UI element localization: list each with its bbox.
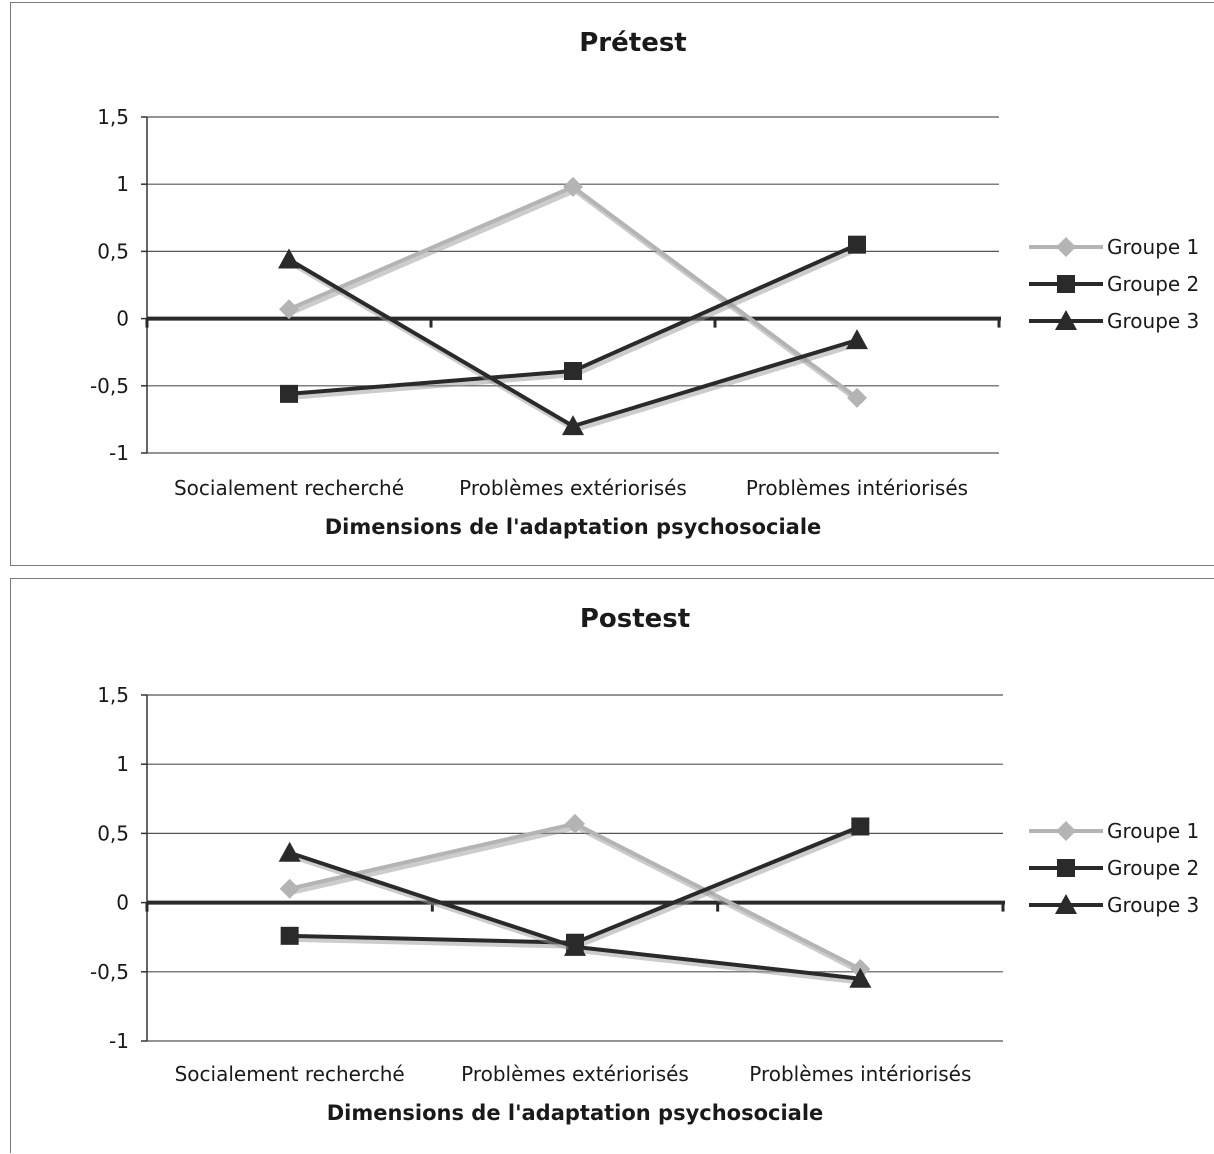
data-point [849, 967, 872, 988]
legend-label: Groupe 3 [1107, 309, 1199, 333]
legend-marker [1057, 275, 1075, 293]
category-label: Problèmes intériorisés [749, 1062, 971, 1086]
data-point [279, 299, 299, 320]
y-tick-label: 0,5 [97, 239, 129, 263]
legend-marker [1056, 821, 1076, 841]
data-point [848, 235, 866, 254]
y-tick-label: 0 [116, 307, 129, 331]
series-3 [278, 841, 872, 988]
category-label: Problèmes extériorisés [459, 476, 687, 500]
legend-item: Groupe 2 [1029, 856, 1199, 880]
legend-label: Groupe 1 [1107, 235, 1199, 259]
data-point [846, 329, 868, 350]
legend-item: Groupe 3 [1029, 309, 1199, 333]
legend-marker [1056, 237, 1076, 257]
legend-label: Groupe 2 [1107, 856, 1199, 880]
legend-label: Groupe 2 [1107, 272, 1199, 296]
data-point [851, 817, 870, 836]
y-tick-label: 1,5 [97, 105, 129, 129]
y-tick-label: -1 [109, 441, 129, 465]
data-point [278, 248, 300, 269]
line-chart-1: Postest 1,5 1 0,5 0 -0,5 -1 Socialement recherc… [90, 604, 1199, 1125]
y-tick-label: 1 [116, 752, 129, 776]
chart-title: Postest [580, 604, 690, 634]
legend-item: Groupe 1 [1029, 819, 1199, 843]
x-axis-title: Dimensions de l'adaptation psychosociale [327, 1101, 824, 1125]
category-label: Problèmes intériorisés [746, 476, 968, 500]
data-point [279, 878, 300, 899]
series-3 [278, 248, 868, 436]
series-1 [279, 176, 867, 408]
legend-label: Groupe 3 [1107, 893, 1199, 917]
legend-marker [1057, 859, 1075, 877]
chart-panel-pretest: Prétest 1,5 1 0,5 0 -0,5 -1 Socialement recherc… [10, 2, 1214, 566]
data-point [564, 935, 586, 956]
legend-marker [1055, 894, 1077, 914]
category-label: Socialement recherché [175, 1062, 405, 1086]
data-point [847, 387, 867, 408]
legend-item: Groupe 1 [1029, 235, 1199, 259]
data-point [280, 384, 298, 403]
category-label: Socialement recherché [174, 476, 404, 500]
y-tick-label: 1,5 [97, 683, 129, 707]
y-tick-label: -1 [109, 1029, 129, 1053]
legend-item: Groupe 2 [1029, 272, 1199, 296]
data-point [280, 926, 299, 945]
chart-title: Prétest [579, 28, 686, 58]
data-point [278, 841, 301, 862]
data-point [562, 415, 584, 436]
chart-panel-postest: Postest 1,5 1 0,5 0 -0,5 -1 Socialement recherc… [10, 578, 1214, 1153]
line-chart-0: Prétest 1,5 1 0,5 0 -0,5 -1 Socialement recherc… [90, 28, 1199, 539]
data-point [565, 813, 585, 834]
series-2 [280, 235, 866, 403]
y-tick-label: 1 [116, 172, 129, 196]
legend-marker [1055, 310, 1077, 330]
legend-item: Groupe 3 [1029, 893, 1199, 917]
x-axis-title: Dimensions de l'adaptation psychosociale [325, 515, 822, 539]
y-tick-label: 0 [116, 891, 129, 915]
data-point [563, 176, 583, 197]
y-tick-label: -0,5 [90, 960, 129, 984]
series-1 [279, 813, 871, 980]
y-tick-label: -0,5 [90, 374, 129, 398]
y-tick-label: 0,5 [97, 821, 129, 845]
category-label: Problèmes extériorisés [461, 1062, 689, 1086]
data-point [564, 362, 582, 381]
legend-label: Groupe 1 [1107, 819, 1199, 843]
